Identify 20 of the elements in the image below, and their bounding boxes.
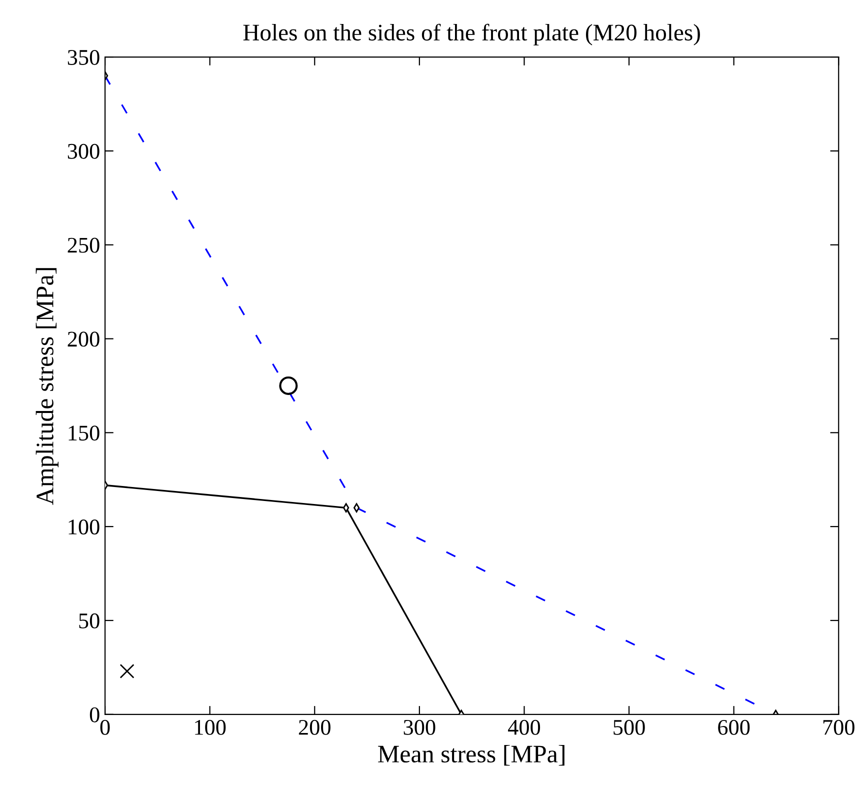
y-tick-label: 150 bbox=[68, 426, 100, 441]
x-tick-label: 0 bbox=[100, 720, 110, 735]
chart-title: Holes on the sides of the front plate (M20 holes) bbox=[243, 24, 700, 46]
x-tick-label: 400 bbox=[508, 720, 540, 735]
y-tick-label: 0 bbox=[90, 707, 100, 722]
x-tick-label: 100 bbox=[195, 720, 226, 735]
y-axis-title: Amplitude stress [MPa] bbox=[36, 268, 59, 505]
x-tick-label: 200 bbox=[298, 720, 330, 735]
y-tick-label: 100 bbox=[68, 520, 100, 534]
x-tick-label: 600 bbox=[718, 720, 750, 735]
y-tick-label: 50 bbox=[79, 613, 100, 628]
y-tick-label: 200 bbox=[68, 332, 100, 347]
y-tick-label: 300 bbox=[68, 144, 100, 159]
x-tick-label: 700 bbox=[823, 720, 854, 735]
x-axis-title: Mean stress [MPa] bbox=[378, 744, 564, 766]
point bbox=[279, 376, 298, 395]
y-tick-label: 250 bbox=[68, 238, 100, 253]
y-tick-label: 350 bbox=[68, 50, 100, 65]
x-tick-label: 300 bbox=[404, 720, 436, 735]
x-tick-label: 500 bbox=[614, 720, 645, 735]
